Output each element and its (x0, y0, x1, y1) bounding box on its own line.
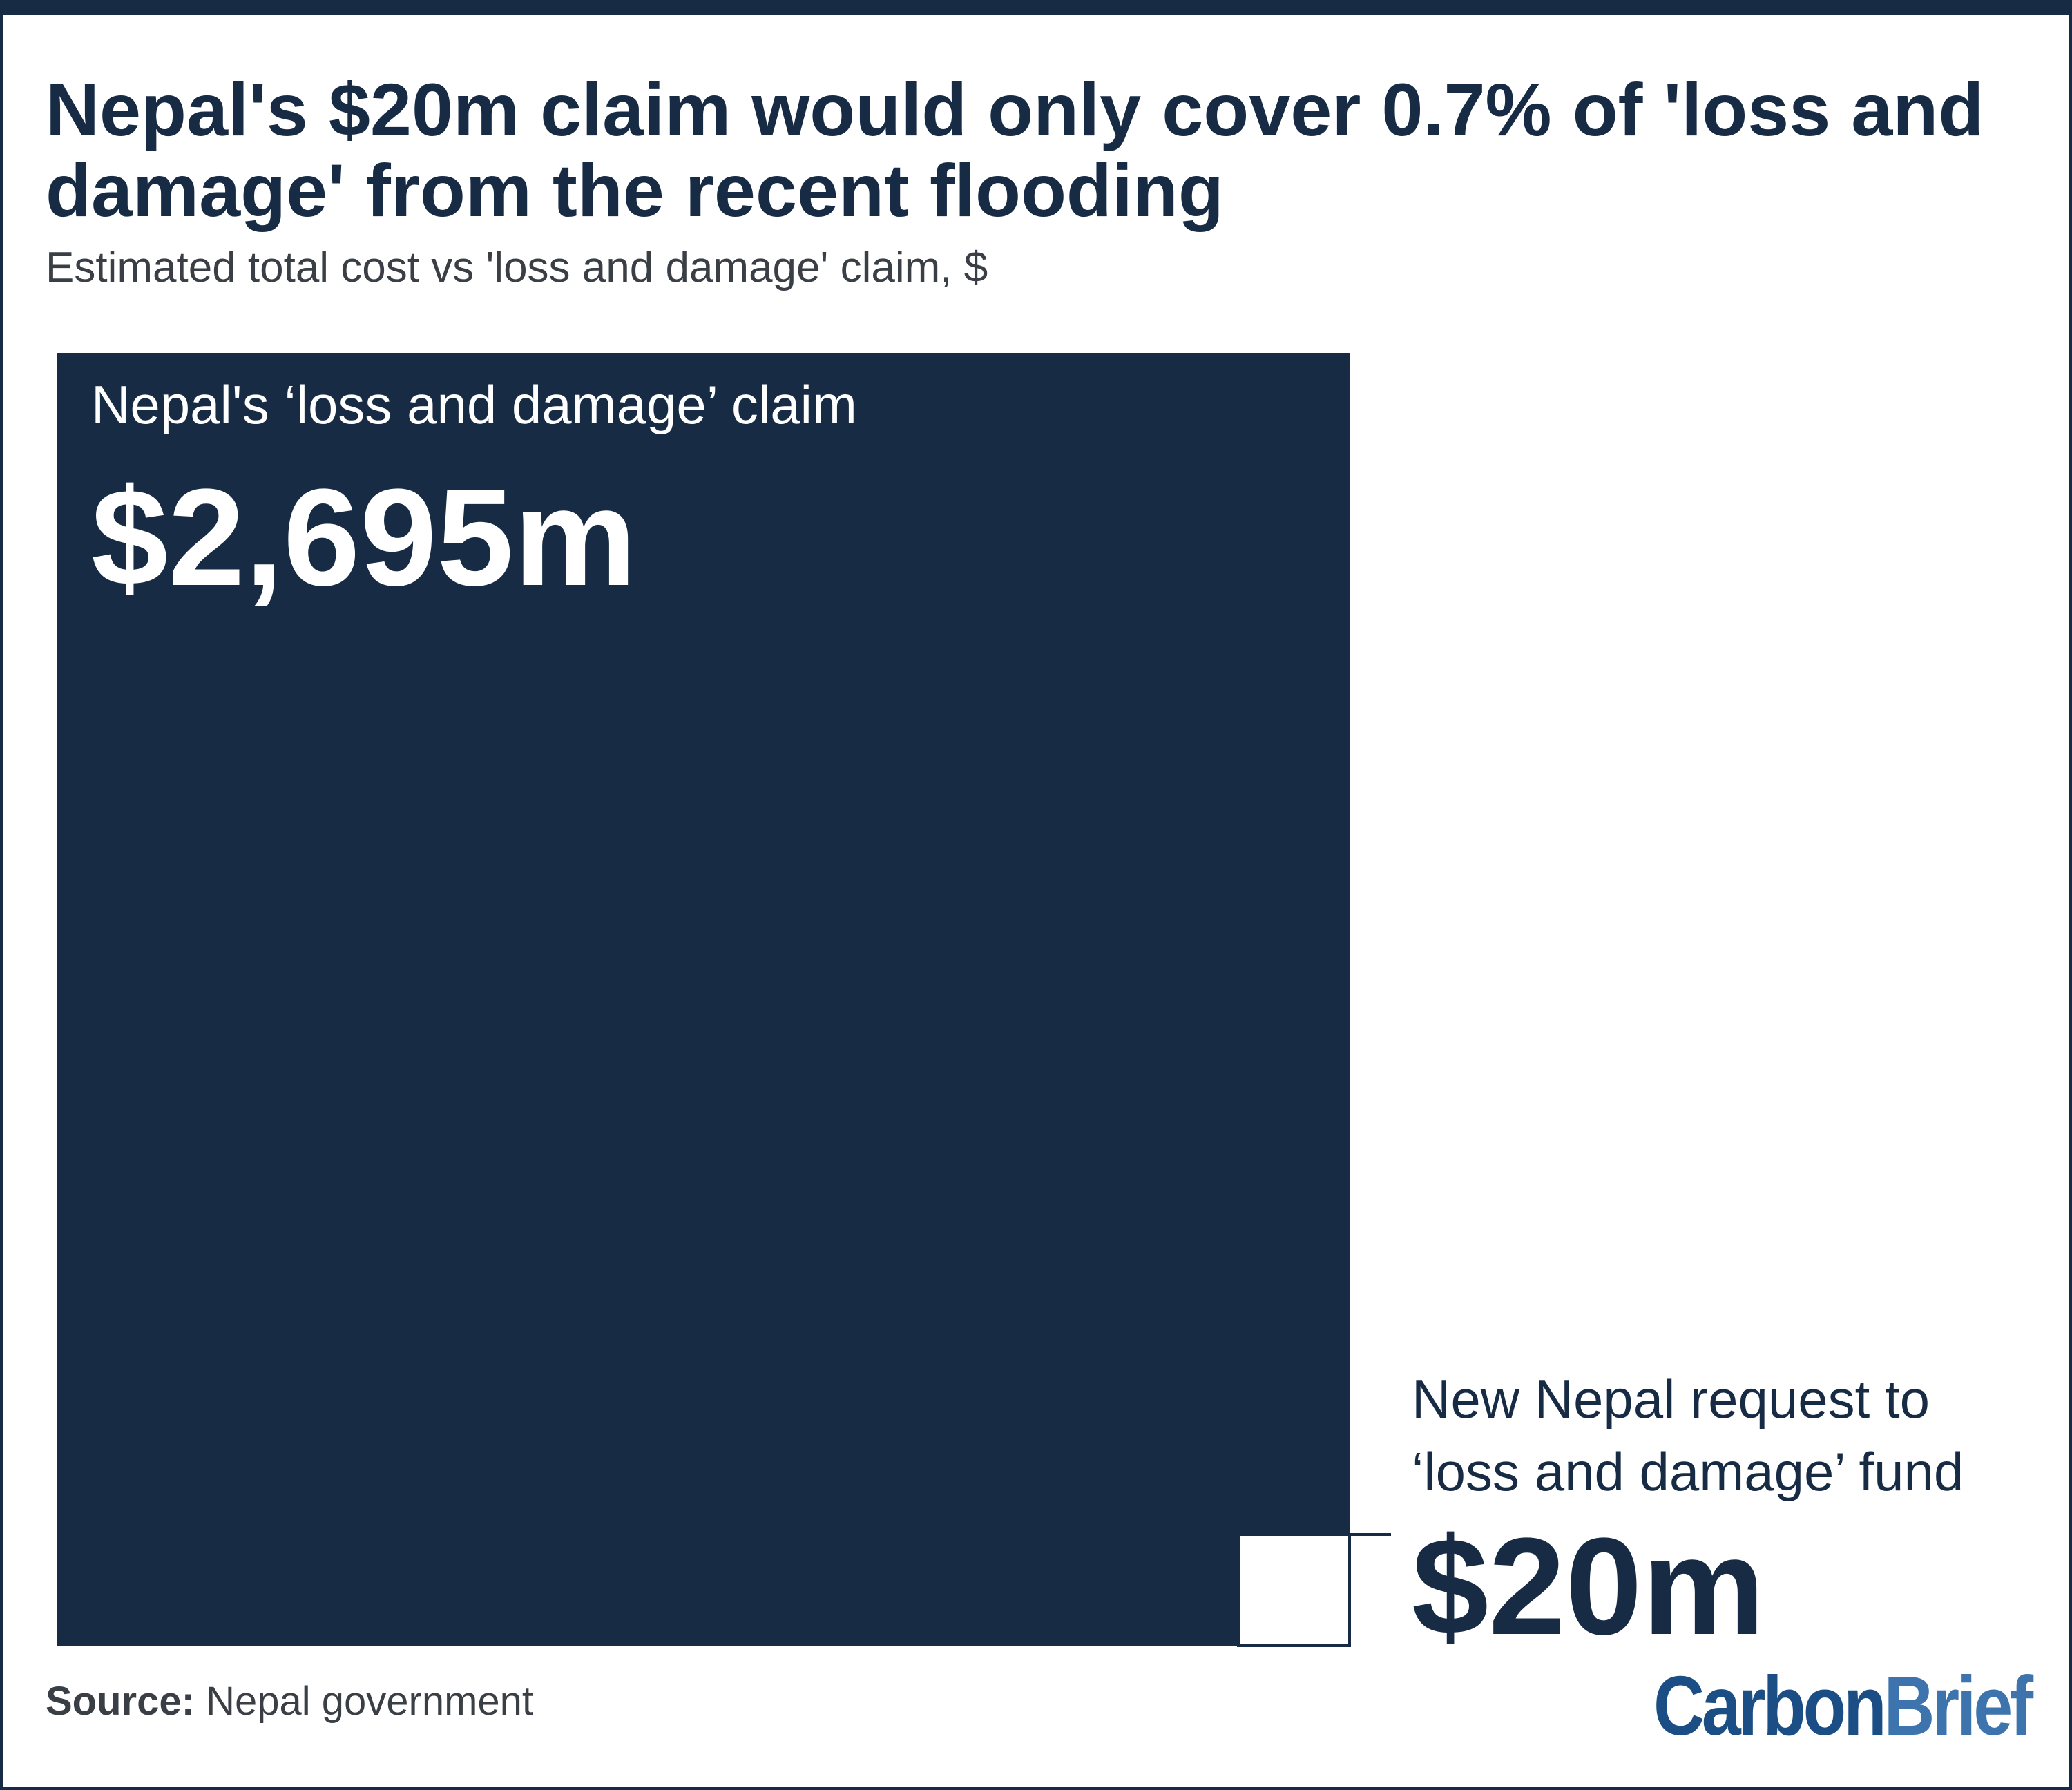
request-label: New Nepal request to ‘loss and damage’ fu… (1412, 1369, 1964, 1502)
carbon-brief-logo: CarbonBrief (1653, 1657, 2034, 1754)
claim-square (57, 353, 1350, 1646)
chart-subtitle: Estimated total cost vs 'loss and damage… (46, 244, 988, 291)
source-label: Source: (46, 1679, 195, 1724)
source-note: Source: Nepal government (46, 1678, 533, 1724)
request-label-line: New Nepal request to (1412, 1369, 1930, 1430)
chart-title: Nepal's $20m claim would only cover 0.7%… (46, 68, 1984, 232)
claim-label: Nepal's ‘loss and damage’ claim (91, 374, 857, 435)
claim-value: $2,695m (91, 461, 637, 615)
source-text: Nepal government (206, 1679, 534, 1724)
request-label-line: ‘loss and damage’ fund (1412, 1441, 1964, 1502)
request-value: $20m (1412, 1510, 1765, 1664)
request-square (1237, 1533, 1351, 1647)
logo-part-1: Carbon (1653, 1659, 1887, 1753)
logo-part-2: Brief (1883, 1659, 2034, 1753)
